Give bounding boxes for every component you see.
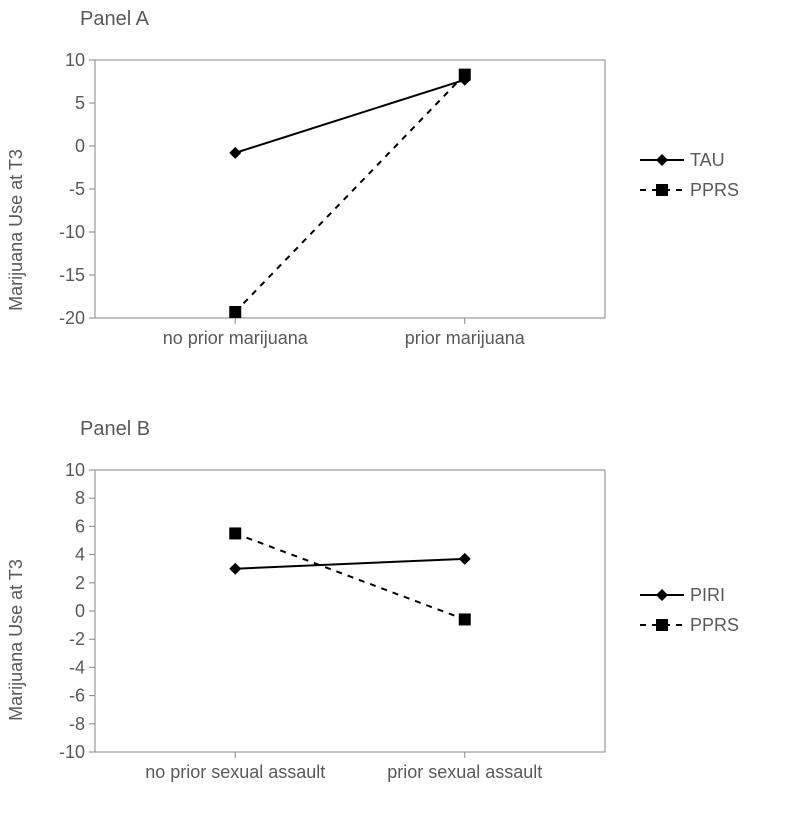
y-tick-label: 5 — [75, 93, 85, 113]
y-tick-label: -15 — [59, 265, 85, 285]
series-marker-pprs — [459, 613, 471, 625]
series-marker-pprs — [459, 69, 471, 81]
x-category-label: prior sexual assault — [387, 762, 542, 782]
y-tick-label: -2 — [69, 629, 85, 649]
y-tick-label: 6 — [75, 516, 85, 536]
y-tick-label: 0 — [75, 601, 85, 621]
y-tick-label: 2 — [75, 573, 85, 593]
panel-b-plot-area: -10 -8 -6 -4 -2 0 2 4 6 8 10 no prior sexual assaul… — [59, 460, 605, 782]
legend-marker-pprs — [656, 184, 668, 196]
plot-frame — [95, 470, 605, 752]
series-marker-piri — [459, 553, 471, 565]
plot-frame — [95, 60, 605, 318]
series-line-pprs — [235, 533, 465, 619]
panel-b-title: Panel B — [80, 418, 150, 441]
legend-label-pprs: PPRS — [690, 180, 739, 200]
panel-a-title: Panel A — [80, 8, 149, 31]
x-category-label: no prior marijuana — [163, 328, 309, 348]
y-tick-label: 10 — [65, 460, 85, 480]
panel-b-chart: Marijuana Use at T3 -10 -8 -6 -4 -2 0 2 4 6 8 10 no… — [0, 450, 800, 810]
y-tick-label: 8 — [75, 488, 85, 508]
y-tick-label: -4 — [69, 657, 85, 677]
panel-a-chart: Marijuana Use at T3 -20 -15 -10 -5 0 5 10 no pr… — [0, 40, 800, 380]
panel-b-legend: PIRI PPRS — [640, 585, 739, 635]
x-category-label: prior marijuana — [405, 328, 526, 348]
series-line-pprs — [235, 75, 465, 312]
series-line-tau — [235, 80, 465, 153]
legend-marker-pprs — [656, 619, 668, 631]
y-tick-label: -5 — [69, 179, 85, 199]
series-line-piri — [235, 559, 465, 569]
panel-a-legend: TAU PPRS — [640, 150, 739, 200]
y-tick-label: 10 — [65, 50, 85, 70]
y-tick-label: 0 — [75, 136, 85, 156]
legend-marker-piri — [656, 589, 668, 601]
panel-a-plot-area: -20 -15 -10 -5 0 5 10 no prior marijuana prior m… — [59, 50, 605, 348]
series-marker-piri — [229, 563, 241, 575]
y-tick-label: -10 — [59, 222, 85, 242]
legend-label-pprs: PPRS — [690, 615, 739, 635]
legend-label-piri: PIRI — [690, 585, 725, 605]
y-tick-label: 4 — [75, 545, 85, 565]
legend-marker-tau — [656, 154, 668, 166]
y-tick-label: -20 — [59, 308, 85, 328]
series-marker-pprs — [229, 306, 241, 318]
series-marker-pprs — [229, 527, 241, 539]
y-tick-label: -8 — [69, 714, 85, 734]
legend-label-tau: TAU — [690, 150, 725, 170]
panel-b-ylabel: Marijuana Use at T3 — [6, 559, 26, 721]
y-tick-label: -10 — [59, 742, 85, 762]
series-marker-tau — [229, 147, 241, 159]
y-tick-label: -6 — [69, 686, 85, 706]
panel-a-ylabel: Marijuana Use at T3 — [6, 149, 26, 311]
x-category-label: no prior sexual assault — [145, 762, 325, 782]
